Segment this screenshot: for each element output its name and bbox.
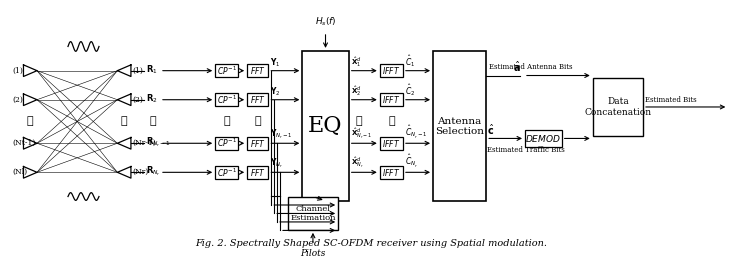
- Text: $\hat{\mathbf{X}}_2^d$: $\hat{\mathbf{X}}_2^d$: [351, 84, 361, 98]
- Text: $\hat{\mathbf{X}}_{N_r-1}^d$: $\hat{\mathbf{X}}_{N_r-1}^d$: [351, 127, 372, 141]
- Text: $H_s(f)$: $H_s(f)$: [314, 15, 337, 28]
- Text: Antenna
Selection: Antenna Selection: [435, 117, 484, 136]
- Text: $\hat{C}_2$: $\hat{C}_2$: [405, 82, 415, 98]
- Text: (2): (2): [13, 96, 24, 104]
- Text: $IFFT$: $IFFT$: [382, 167, 400, 178]
- Text: $FFT$: $FFT$: [250, 94, 266, 105]
- Text: (2): (2): [132, 96, 143, 104]
- FancyBboxPatch shape: [247, 166, 268, 179]
- Text: Estimated Antenna Bits: Estimated Antenna Bits: [489, 63, 573, 71]
- Text: Fig. 2. Spectrally Shaped SC-OFDM receiver using Spatial modulation.: Fig. 2. Spectrally Shaped SC-OFDM receiv…: [195, 239, 547, 248]
- Text: $FFT$: $FFT$: [250, 65, 266, 76]
- Text: ⋮: ⋮: [27, 117, 33, 126]
- Text: EQ: EQ: [308, 115, 343, 137]
- Text: $\hat{\mathbf{X}}_{N_r}^d$: $\hat{\mathbf{X}}_{N_r}^d$: [351, 156, 363, 170]
- Text: $CP^{-1}$: $CP^{-1}$: [217, 166, 237, 179]
- Text: $FFT$: $FFT$: [250, 138, 266, 149]
- Text: $DEMOD$: $DEMOD$: [525, 133, 561, 144]
- FancyBboxPatch shape: [593, 78, 643, 136]
- Text: Channel
Estimation: Channel Estimation: [291, 205, 336, 222]
- Text: $IFFT$: $IFFT$: [382, 138, 400, 149]
- Text: $\hat{\mathbf{a}}$: $\hat{\mathbf{a}}$: [513, 59, 521, 74]
- FancyBboxPatch shape: [215, 93, 239, 107]
- Text: Data
Concatenation: Data Concatenation: [584, 97, 652, 117]
- Text: (1): (1): [13, 67, 24, 75]
- FancyBboxPatch shape: [525, 130, 562, 147]
- Text: $FFT$: $FFT$: [250, 167, 266, 178]
- FancyBboxPatch shape: [247, 93, 268, 107]
- FancyBboxPatch shape: [247, 64, 268, 77]
- Text: $\hat{C}_{N_r}$: $\hat{C}_{N_r}$: [405, 153, 418, 170]
- Text: ⋮: ⋮: [121, 117, 128, 126]
- FancyBboxPatch shape: [288, 197, 338, 230]
- Text: $\mathbf{R}_{N_r}$: $\mathbf{R}_{N_r}$: [146, 165, 161, 178]
- Text: $\mathbf{R}_{N_r-1}$: $\mathbf{R}_{N_r-1}$: [146, 135, 172, 149]
- Text: Estimated Bits: Estimated Bits: [645, 96, 697, 104]
- Text: ⋮: ⋮: [388, 117, 395, 126]
- Text: $\mathbf{R}_2$: $\mathbf{R}_2$: [146, 93, 158, 105]
- Text: $\hat{\mathbf{X}}_1^d$: $\hat{\mathbf{X}}_1^d$: [351, 55, 361, 69]
- FancyBboxPatch shape: [302, 51, 348, 201]
- FancyBboxPatch shape: [380, 64, 403, 77]
- Text: $IFFT$: $IFFT$: [382, 94, 400, 105]
- Text: ⋮: ⋮: [355, 117, 362, 126]
- FancyBboxPatch shape: [215, 136, 239, 150]
- Text: $\hat{C}_{N_r-1}$: $\hat{C}_{N_r-1}$: [405, 124, 427, 141]
- FancyBboxPatch shape: [433, 51, 486, 201]
- Text: (Nr-1): (Nr-1): [132, 139, 155, 147]
- FancyBboxPatch shape: [215, 64, 239, 77]
- Text: Estimated Traffic Bits: Estimated Traffic Bits: [487, 146, 565, 154]
- FancyBboxPatch shape: [380, 93, 403, 107]
- Text: (Nr): (Nr): [132, 168, 148, 176]
- Text: (Nt-1): (Nt-1): [13, 139, 36, 147]
- Text: $CP^{-1}$: $CP^{-1}$: [217, 64, 237, 77]
- Text: ⋮: ⋮: [224, 117, 230, 126]
- FancyBboxPatch shape: [380, 136, 403, 150]
- Text: $\mathbf{R}_1$: $\mathbf{R}_1$: [146, 63, 158, 76]
- Text: (1): (1): [132, 67, 143, 75]
- Text: $CP^{-1}$: $CP^{-1}$: [217, 137, 237, 149]
- Text: $\hat{C}_1$: $\hat{C}_1$: [405, 53, 415, 69]
- Text: ⋮: ⋮: [254, 117, 261, 126]
- Text: $\mathbf{Y}_{N_r}$: $\mathbf{Y}_{N_r}$: [270, 157, 284, 170]
- Text: Pilots: Pilots: [300, 249, 325, 258]
- Text: $CP^{-1}$: $CP^{-1}$: [217, 93, 237, 106]
- FancyBboxPatch shape: [247, 136, 268, 150]
- Text: $\mathbf{Y}_1$: $\mathbf{Y}_1$: [270, 56, 281, 69]
- Text: $IFFT$: $IFFT$: [382, 65, 400, 76]
- Text: $\mathbf{Y}_{N_r-1}$: $\mathbf{Y}_{N_r-1}$: [270, 128, 293, 141]
- FancyBboxPatch shape: [215, 166, 239, 179]
- FancyBboxPatch shape: [380, 166, 403, 179]
- Text: (Nl): (Nl): [13, 168, 28, 176]
- Text: $\mathbf{Y}_2$: $\mathbf{Y}_2$: [270, 85, 281, 98]
- Text: $\hat{\mathbf{c}}$: $\hat{\mathbf{c}}$: [487, 122, 495, 136]
- Text: ⋮: ⋮: [150, 117, 157, 126]
